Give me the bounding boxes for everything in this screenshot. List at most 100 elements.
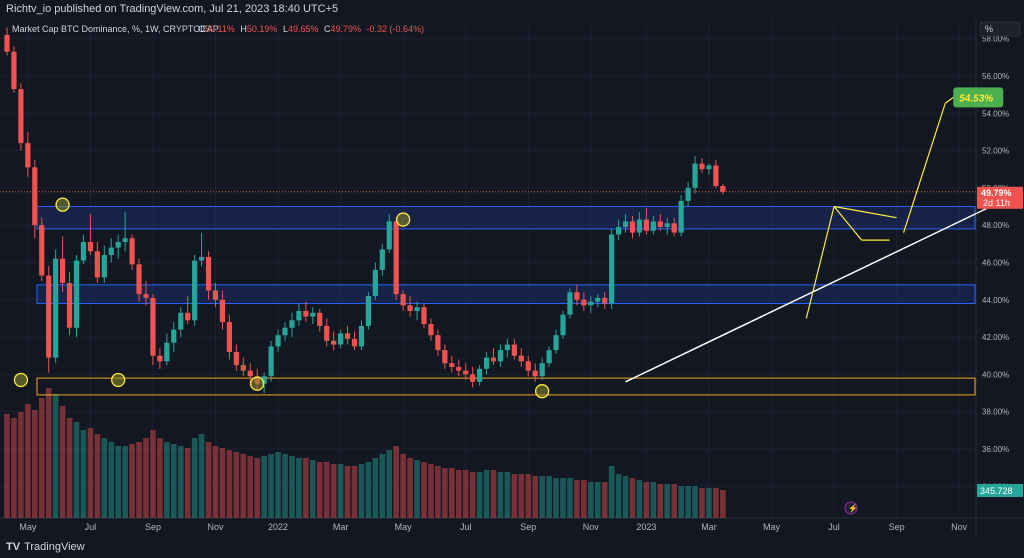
volume-bar: [212, 446, 219, 518]
legend-low-label: L: [283, 24, 288, 34]
volume-bar: [233, 452, 240, 518]
volume-bar: [393, 446, 399, 518]
volume-bar: [226, 450, 233, 518]
volume-bar: [38, 398, 45, 518]
volume-bar: [52, 394, 59, 518]
candle-body: [344, 333, 351, 339]
volume-bar: [4, 414, 10, 518]
candle-body: [400, 294, 406, 306]
target-label: 54.53%: [959, 93, 993, 104]
plot-background: [0, 20, 976, 518]
legend-high-value: 50.19%: [247, 24, 278, 34]
time-tick-label: Nov: [207, 522, 224, 532]
percent-unit-box[interactable]: %: [979, 21, 1021, 37]
candle-body: [233, 352, 239, 366]
volume-bar: [636, 480, 643, 518]
candle-body: [414, 307, 420, 311]
pennant-upper: [833, 205, 897, 219]
volume-bar: [560, 478, 566, 518]
volume-bar: [699, 488, 705, 518]
candle-body: [358, 325, 365, 347]
price-tick-label: 42.00%: [982, 333, 1009, 342]
candle-body: [324, 325, 330, 341]
volume-bar: [574, 480, 580, 518]
candle-body: [532, 370, 538, 377]
price-tick-label: 58.00%: [982, 35, 1009, 44]
last-price-label: 49.79%: [981, 188, 1012, 198]
candle-body: [546, 350, 552, 364]
candle-body: [636, 219, 643, 233]
volume-bar: [553, 478, 559, 518]
volume-bar: [407, 458, 413, 518]
candle-body: [150, 297, 156, 356]
resistance-zone: [36, 284, 976, 305]
candle-body: [442, 350, 448, 364]
candle-body: [713, 165, 719, 186]
candle-body: [317, 312, 323, 326]
volume-bar: [330, 464, 337, 518]
projection-line: [902, 103, 946, 233]
legend-symbol: Market Cap BTC Dominance, %, 1W, CRYPTOC…: [12, 24, 219, 34]
volume-bar: [296, 458, 302, 518]
projection-tail: [944, 96, 954, 104]
lightning-icon: ⚡: [848, 503, 858, 513]
candle-body: [122, 238, 128, 242]
volume-bar: [455, 470, 462, 518]
volume-bar: [706, 488, 712, 518]
candle-body: [66, 282, 73, 328]
tradingview-mark-icon: TV: [6, 541, 21, 553]
time-tick-label: Mar: [333, 522, 349, 532]
candle-body: [115, 241, 121, 248]
candle-body: [101, 255, 107, 278]
volume-bar: [136, 442, 142, 518]
price-tick-label: 44.00%: [982, 296, 1009, 305]
tradingview-logo[interactable]: TV TradingView: [6, 541, 85, 553]
candle-body: [511, 344, 517, 356]
last-price-tag: 49.79% 2d 11h: [977, 186, 1023, 209]
tradingview-brand: TradingView: [24, 541, 85, 553]
candle-body: [720, 186, 726, 192]
volume-bar: [205, 442, 212, 518]
volume-bar: [11, 418, 17, 518]
volume-bar: [184, 448, 191, 518]
volume-bar: [379, 454, 386, 518]
candle-body: [671, 223, 677, 233]
volume-bars: [4, 388, 726, 518]
candle-body: [456, 366, 462, 371]
volume-bar: [191, 438, 198, 518]
candle-body: [4, 34, 10, 52]
candle-body: [247, 370, 253, 377]
candle-body: [185, 312, 191, 321]
touch-circle: [55, 197, 70, 212]
volume-bar: [421, 462, 427, 518]
volume-bar: [483, 470, 490, 518]
candle-body: [136, 264, 142, 295]
volume-bar: [45, 388, 52, 518]
percent-unit-label: %: [985, 24, 993, 34]
candle-body: [490, 357, 497, 362]
price-tick-label: 36.00%: [982, 445, 1009, 454]
price-tick-label: 54.00%: [982, 109, 1009, 118]
candle-body: [331, 340, 337, 345]
volume-bar: [657, 484, 664, 518]
candle-body: [477, 368, 483, 382]
volume-bar: [442, 468, 448, 518]
candle-body: [609, 234, 615, 304]
candle-body: [212, 290, 219, 300]
price-chart[interactable]: 58.00%56.00%54.00%52.00%50.00%48.00%46.0…: [0, 20, 1024, 538]
replay-button[interactable]: ⚡: [844, 501, 858, 515]
volume-bar: [344, 466, 351, 518]
volume-bar: [629, 478, 636, 518]
candle-body: [588, 301, 594, 306]
candle-body: [32, 167, 38, 226]
volume-bar: [462, 470, 469, 518]
time-tick-label: 2022: [268, 522, 288, 532]
candle-body: [463, 370, 469, 375]
volume-bar: [449, 468, 455, 518]
time-tick-label: Sep: [145, 522, 161, 532]
price-tick-label: 56.00%: [982, 72, 1009, 81]
legend-open-value: 50.11%: [205, 24, 235, 34]
legend-low-value: 49.65%: [288, 24, 319, 34]
legend-ohlc: O50.11% H50.19% L49.65% C49.79% -0.32 (-…: [198, 24, 424, 34]
volume-bar: [66, 418, 73, 518]
